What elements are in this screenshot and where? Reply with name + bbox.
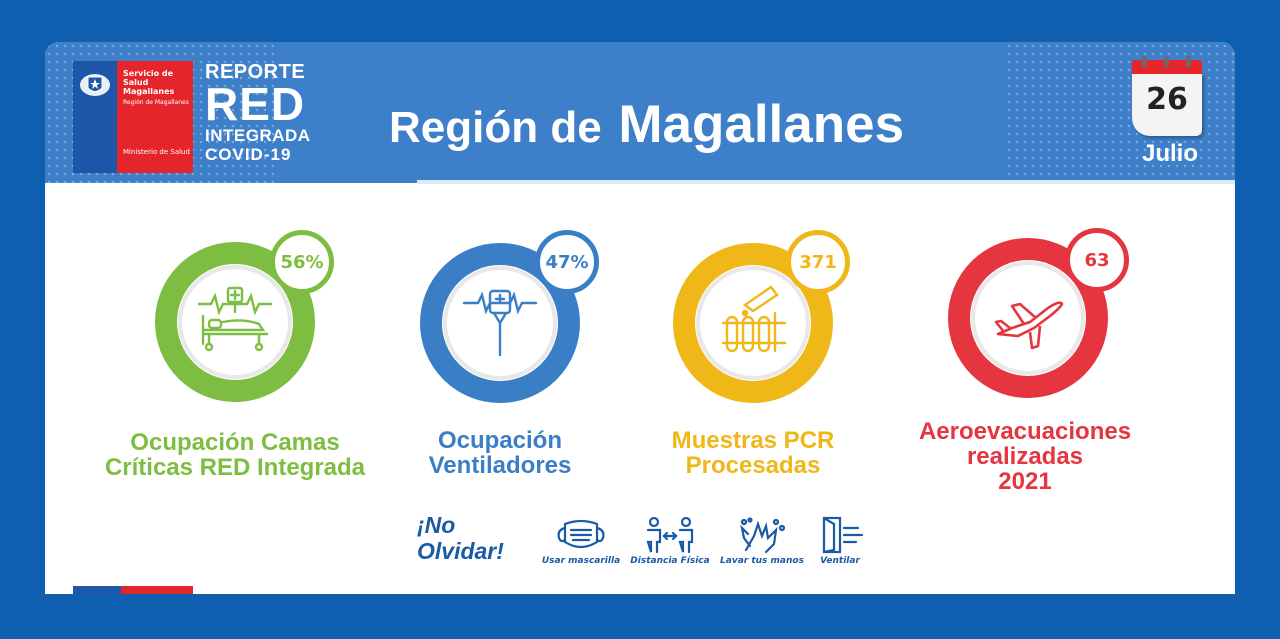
stat-beds (155, 242, 315, 402)
hospital-bed-icon (197, 286, 273, 352)
tip-handwash-label: Lavar tus manos (720, 556, 804, 566)
logo-text-region: Región de Magallanes (123, 99, 189, 106)
stat-ventilators-label-line1: Ocupación (437, 427, 563, 454)
stat-ventilators-value: 47% (535, 230, 599, 294)
date-month: Julio (1141, 140, 1198, 167)
stat-beds-label-line2: Críticas RED Integrada (104, 454, 366, 481)
window-icon (822, 516, 864, 554)
stat-aeroevac-label-line2: realizadas (966, 443, 1084, 470)
stat-aeroevac-label: Aeroevacuaciones realizadas 2021 (900, 419, 1150, 494)
footer-stripe-red (121, 586, 193, 594)
stat-pcr-label-line2: Procesadas (685, 452, 821, 479)
coat-of-arms-icon (80, 74, 110, 96)
report-line-3: INTEGRADA (205, 126, 311, 145)
page-title: Región de Magallanes (389, 94, 904, 155)
stat-ventilators-label: Ocupación Ventiladores (375, 428, 625, 478)
stat-pcr-label-line1: Muestras PCR (671, 427, 835, 454)
hand-wash-icon (740, 517, 786, 554)
title-prefix: Región de (389, 103, 614, 152)
stat-beds-label-line1: Ocupación Camas (130, 429, 340, 456)
stat-aeroevac-value: 63 (1065, 228, 1129, 292)
logo-text-service: Servicio de Salud Magallanes (123, 69, 175, 96)
airplane-icon (994, 301, 1064, 350)
ventilator-icon (462, 289, 538, 357)
footer-stripe-blue (73, 586, 121, 594)
logo-text-ministry: Ministerio de Salud (123, 148, 190, 156)
tip-mask-label: Usar mascarilla (541, 556, 621, 566)
stat-pcr-label: Muestras PCR Procesadas (633, 428, 873, 478)
report-line-2: RED (205, 78, 306, 130)
tip-distance-label: Distancia Física (630, 556, 710, 566)
test-tubes-icon (721, 285, 787, 353)
reminder-title: ¡No Olvidar! (417, 512, 504, 564)
title-region: Magallanes (618, 95, 905, 154)
ministry-logo: Servicio de Salud Magallanes Región de M… (73, 61, 193, 173)
calendar-icon: 26 (1128, 56, 1206, 140)
tip-distance: Distancia Física (628, 516, 712, 566)
stat-ventilators (420, 243, 580, 403)
distance-icon (646, 516, 694, 554)
reminder-title-line1: ¡No (417, 512, 456, 538)
report-title: REPORTE RED INTEGRADA COVID-19 (205, 62, 311, 164)
stat-aeroevac-label-line1: Aeroevacuaciones (918, 418, 1132, 445)
report-card: Servicio de Salud Magallanes Región de M… (45, 42, 1235, 594)
stat-ventilators-label-line2: Ventiladores (428, 452, 572, 479)
stat-pcr-value: 371 (786, 230, 850, 294)
mask-icon (557, 519, 605, 549)
stat-aeroevac (948, 238, 1108, 398)
stat-aeroevac-label-line3: 2021 (998, 468, 1052, 495)
date-day: 26 (1146, 82, 1188, 117)
tip-ventilate: Ventilar (805, 516, 875, 566)
stat-beds-value: 56% (270, 230, 334, 294)
tip-ventilate-label: Ventilar (820, 556, 860, 566)
tip-mask: Usar mascarilla (539, 516, 623, 566)
stat-beds-label: Ocupación Camas Críticas RED Integrada (75, 430, 395, 480)
tip-handwash: Lavar tus manos (717, 516, 807, 566)
report-line-4: COVID-19 (205, 145, 292, 164)
report-line-1: REPORTE (205, 61, 306, 83)
header-divider (417, 180, 1235, 184)
header-banner: Servicio de Salud Magallanes Región de M… (45, 42, 1235, 183)
reminder-title-line2: Olvidar! (417, 538, 504, 564)
stat-pcr (673, 243, 833, 403)
